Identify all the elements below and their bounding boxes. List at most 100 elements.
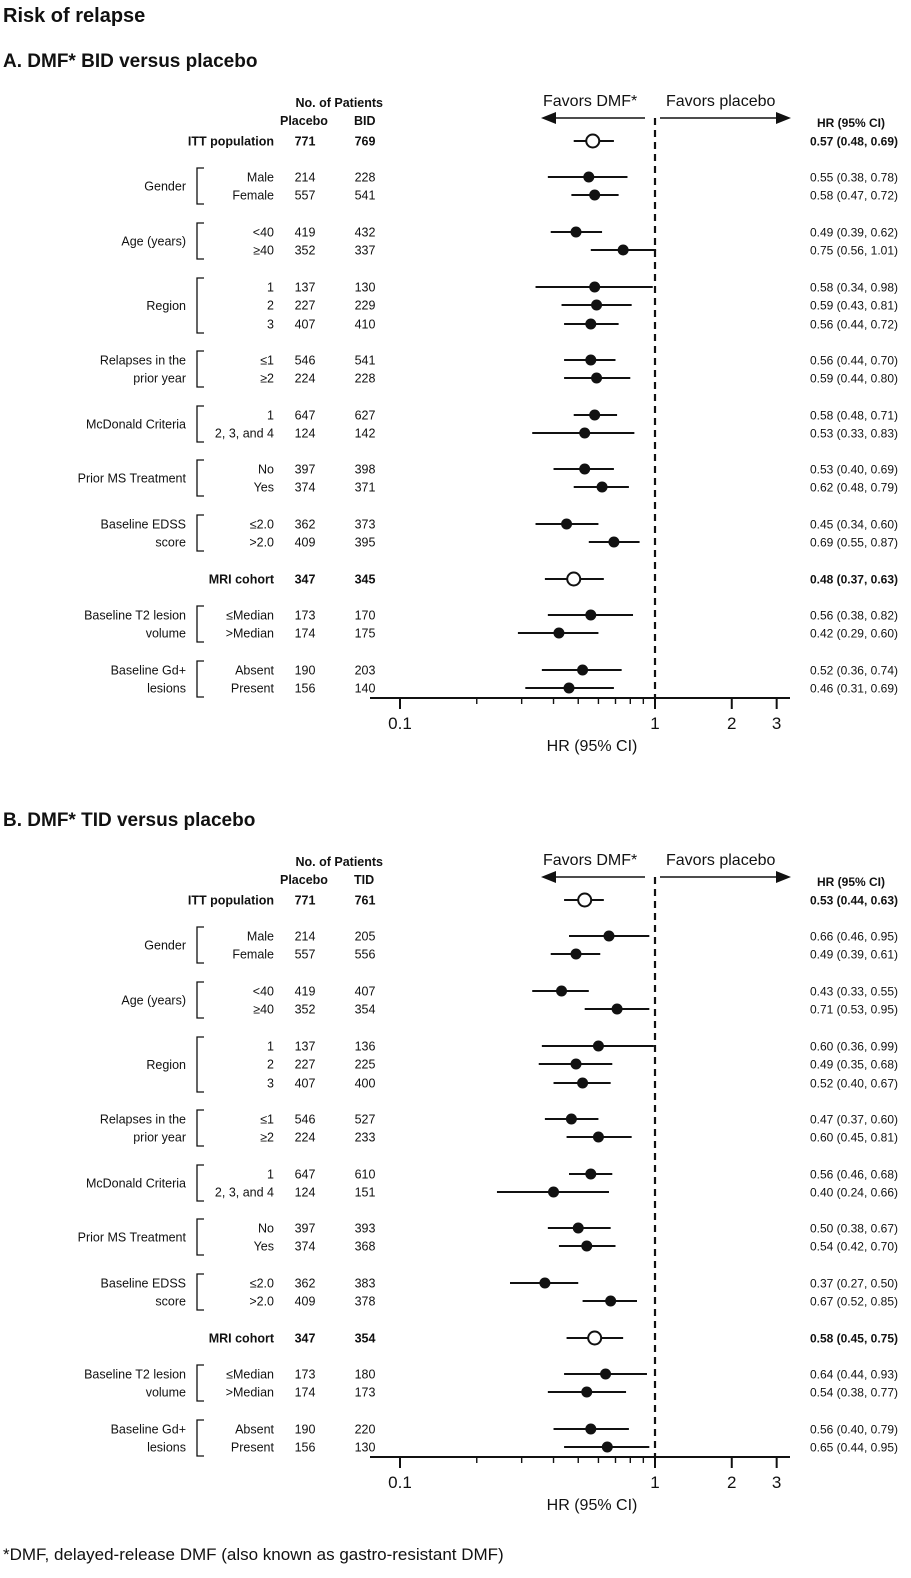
placebo-count: 124 (295, 427, 316, 441)
group-label: Region (146, 299, 186, 313)
hr-point (581, 1386, 593, 1398)
hr-point (563, 682, 575, 694)
hr-value-label: 0.49 (0.39, 0.61) (810, 948, 898, 962)
subgroup-label: Male (247, 930, 274, 944)
footnote: *DMF, delayed-release DMF (also known as… (3, 1545, 504, 1564)
group-label: Age (years) (121, 994, 186, 1008)
group-label: Region (146, 1058, 186, 1072)
hr-value-label: 0.58 (0.34, 0.98) (810, 281, 898, 295)
treatment-count: 400 (355, 1077, 376, 1091)
treatment-count: 378 (355, 1295, 376, 1309)
placebo-count: 407 (295, 1077, 316, 1091)
group-label: Relapses in the (100, 354, 186, 368)
subgroup-label: >2.0 (249, 1295, 274, 1309)
placebo-count: 362 (295, 1277, 316, 1291)
hr-point (589, 189, 601, 201)
placebo-count: 214 (295, 930, 316, 944)
hr-point (589, 409, 601, 421)
placebo-count: 647 (295, 1168, 316, 1182)
favors-dmf-arrowhead (541, 871, 556, 883)
hr-value-label: 0.66 (0.46, 0.95) (810, 930, 898, 944)
treatment-count: 354 (355, 1003, 376, 1017)
group-label: prior year (133, 372, 186, 386)
treatment-count: 373 (355, 518, 376, 532)
table-row: 2 227 229 0.59 (0.43, 0.81) (267, 299, 898, 313)
group-bracket (196, 1419, 204, 1457)
table-row: 1 137 130 0.58 (0.34, 0.98) (267, 281, 898, 295)
treatment-count: 203 (355, 664, 376, 678)
group-bracket (196, 350, 204, 388)
hr-point (570, 226, 582, 238)
subgroup-label: 1 (267, 1040, 274, 1054)
hr-header: HR (95% CI) (817, 116, 885, 130)
subgroup-label: >2.0 (249, 536, 274, 550)
placebo-count: 190 (295, 664, 316, 678)
placebo-count: 409 (295, 1295, 316, 1309)
subgroup-label: 1 (267, 409, 274, 423)
table-row: >2.0 409 378 0.67 (0.52, 0.85) (249, 1295, 898, 1309)
placebo-count: 174 (295, 627, 316, 641)
group-label: volume (146, 1386, 186, 1400)
hr-value-label: 0.67 (0.52, 0.85) (810, 1295, 898, 1309)
group-label: score (155, 536, 186, 550)
subgroup-label: Present (231, 1441, 275, 1455)
group-bracket (196, 405, 204, 443)
x-tick-label: 1 (650, 1473, 659, 1492)
subgroup-label: <40 (253, 226, 274, 240)
placebo-count: 557 (295, 948, 316, 962)
hr-value-label: 0.56 (0.44, 0.72) (810, 318, 898, 332)
group-bracket (196, 1036, 204, 1093)
hr-point (589, 281, 601, 293)
treatment-count: 354 (355, 1332, 376, 1346)
table-row: Male 214 205 0.66 (0.46, 0.95) (247, 930, 898, 944)
treatment-count: 761 (355, 894, 376, 908)
table-row: 2 227 225 0.49 (0.35, 0.68) (267, 1058, 898, 1072)
subgroup-label: MRI cohort (209, 573, 275, 587)
table-row: 3 407 400 0.52 (0.40, 0.67) (267, 1077, 898, 1091)
col-header-placebo: Placebo (280, 873, 328, 887)
group-bracket (196, 1164, 204, 1202)
group-bracket (196, 459, 204, 497)
group-label: score (155, 1295, 186, 1309)
treatment-count: 225 (355, 1058, 376, 1072)
placebo-count: 173 (295, 1368, 316, 1382)
subgroup-label: ≥40 (253, 244, 274, 258)
group-label: prior year (133, 1131, 186, 1145)
subgroup-label: ≤2.0 (250, 518, 274, 532)
group-bracket (196, 1109, 204, 1147)
group-label: Prior MS Treatment (78, 472, 187, 486)
x-tick-label: 2 (727, 1473, 736, 1492)
group-bracket (196, 926, 204, 964)
hr-point (579, 427, 591, 439)
group-label: Gender (144, 939, 186, 953)
hr-value-label: 0.60 (0.36, 0.99) (810, 1040, 898, 1054)
group-label: Relapses in the (100, 1113, 186, 1127)
hr-value-label: 0.53 (0.40, 0.69) (810, 463, 898, 477)
hr-value-label: 0.59 (0.44, 0.80) (810, 372, 898, 386)
placebo-count: 352 (295, 1003, 316, 1017)
table-row: ≥2 224 233 0.60 (0.45, 0.81) (260, 1131, 898, 1145)
subgroup-label: ≥2 (260, 1131, 274, 1145)
hr-point (585, 1168, 597, 1180)
placebo-count: 156 (295, 682, 316, 696)
treatment-count: 398 (355, 463, 376, 477)
placebo-count: 374 (295, 481, 316, 495)
hr-point (539, 1277, 551, 1289)
favors-placebo-arrowhead (776, 112, 791, 124)
panel-title: B. DMF* TID versus placebo (3, 810, 255, 831)
subgroup-label: No (258, 463, 274, 477)
placebo-count: 409 (295, 536, 316, 550)
group-label: lesions (147, 1441, 186, 1455)
treatment-count: 556 (355, 948, 376, 962)
favors-placebo-label: Favors placebo (666, 852, 775, 869)
placebo-count: 347 (295, 573, 316, 587)
hr-value-label: 0.37 (0.27, 0.50) (810, 1277, 898, 1291)
favors-dmf-label: Favors DMF* (543, 93, 637, 110)
hr-value-label: 0.52 (0.40, 0.67) (810, 1077, 898, 1091)
hr-value-label: 0.49 (0.39, 0.62) (810, 226, 898, 240)
group-label: Prior MS Treatment (78, 1231, 187, 1245)
table-row: ITT population 771 761 0.53 (0.44, 0.63) (188, 892, 898, 908)
subgroup-label: >Median (226, 1386, 274, 1400)
placebo-count: 227 (295, 1058, 316, 1072)
